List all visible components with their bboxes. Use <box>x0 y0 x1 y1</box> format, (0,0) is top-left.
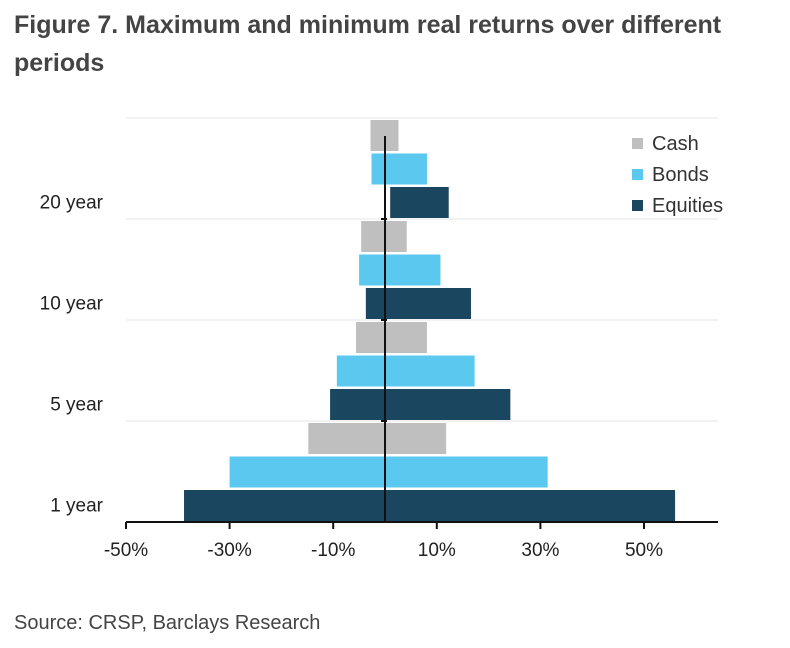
bar-cash-5-year <box>355 322 427 353</box>
legend-swatch-bonds <box>632 169 643 180</box>
legend-swatch-cash <box>632 138 643 149</box>
bar-bonds-10-year <box>359 254 441 286</box>
bar-cash-10-year <box>361 221 407 252</box>
source-note: Source: CRSP, Barclays Research <box>14 612 321 634</box>
bars <box>184 120 676 521</box>
y-tick-label: 1 year <box>50 496 103 517</box>
x-tick-label: -10% <box>311 540 355 561</box>
bar-bonds-1-year <box>229 456 548 488</box>
legend-label-equities: Equities <box>652 195 723 217</box>
bar-equities-20-year <box>390 187 449 218</box>
legend: Cash Bonds Equities <box>632 133 723 217</box>
x-tick-label: 10% <box>418 540 456 561</box>
y-tick-label: 10 year <box>40 294 104 315</box>
chart-title: Figure 7. Maximum and minimum real retur… <box>14 11 722 77</box>
bar-equities-10-year <box>365 288 471 319</box>
axes <box>125 136 718 529</box>
y-tick-label: 5 year <box>50 395 103 416</box>
legend-swatch-equities <box>632 200 643 211</box>
x-tick-label: -50% <box>104 540 148 561</box>
bar-cash-1-year <box>308 423 447 454</box>
legend-label-cash: Cash <box>652 133 699 155</box>
y-tick-label: 20 year <box>40 193 104 214</box>
gridlines <box>126 117 718 422</box>
legend-label-bonds: Bonds <box>652 164 709 186</box>
x-tick-label: 50% <box>625 540 663 561</box>
bar-equities-5-year <box>330 389 511 420</box>
tick-labels: 20 year 10 year 5 year 1 year -50% -30% -10% 10… <box>40 193 663 562</box>
bar-chart: 20 year 10 year 5 year 1 year -50% -30% -10% 10… <box>40 117 723 562</box>
bar-equities-1-year <box>184 490 676 521</box>
bar-bonds-5-year <box>336 355 475 387</box>
bar-bonds-20-year <box>371 153 427 185</box>
x-tick-label: 30% <box>521 540 559 561</box>
x-tick-label: -30% <box>207 540 251 561</box>
